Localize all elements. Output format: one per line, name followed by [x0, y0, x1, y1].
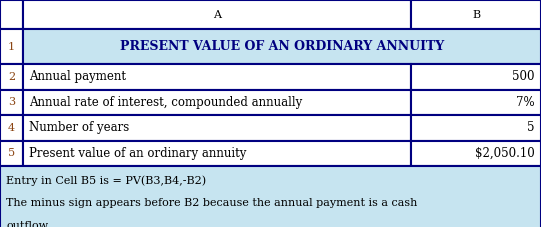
Bar	[23, 141, 411, 166]
Bar	[23, 64, 411, 90]
Bar	[23, 0, 411, 29]
Text: 3: 3	[8, 97, 15, 107]
Text: Entry in Cell B5 is = PV(B3,B4,-B2): Entry in Cell B5 is = PV(B3,B4,-B2)	[6, 175, 207, 186]
Bar	[411, 115, 541, 141]
Text: Annual rate of interest, compounded annually: Annual rate of interest, compounded annu…	[29, 96, 302, 109]
Text: Present value of an ordinary annuity: Present value of an ordinary annuity	[29, 147, 247, 160]
Text: The minus sign appears before B2 because the annual payment is a cash: The minus sign appears before B2 because…	[6, 198, 418, 208]
Text: 5: 5	[8, 148, 15, 158]
Bar	[411, 141, 541, 166]
Text: 7%: 7%	[516, 96, 535, 109]
Text: 1: 1	[8, 42, 15, 52]
Bar	[411, 90, 541, 115]
Text: $2,050.10: $2,050.10	[475, 147, 535, 160]
Bar	[0, 29, 23, 64]
Text: 500: 500	[512, 70, 535, 84]
Text: Annual payment: Annual payment	[29, 70, 126, 84]
Text: Number of years: Number of years	[29, 121, 129, 134]
Text: 4: 4	[8, 123, 15, 133]
Bar	[23, 90, 411, 115]
Text: A: A	[213, 10, 221, 20]
Bar	[0, 0, 23, 29]
Text: B: B	[472, 10, 480, 20]
Bar	[0, 115, 23, 141]
Text: outflow.: outflow.	[6, 221, 51, 227]
Bar	[23, 29, 541, 64]
Bar	[411, 0, 541, 29]
Text: 2: 2	[8, 72, 15, 82]
Bar	[0, 90, 23, 115]
Bar	[0, 166, 541, 227]
Text: 5: 5	[527, 121, 535, 134]
Bar	[411, 64, 541, 90]
Text: PRESENT VALUE OF AN ORDINARY ANNUITY: PRESENT VALUE OF AN ORDINARY ANNUITY	[120, 40, 444, 53]
Bar	[0, 141, 23, 166]
Bar	[23, 115, 411, 141]
Bar	[0, 64, 23, 90]
